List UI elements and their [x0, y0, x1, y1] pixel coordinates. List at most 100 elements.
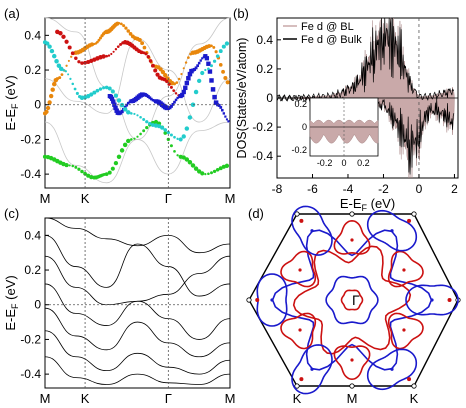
- band-weight-marker: [73, 87, 77, 91]
- band-weight-marker: [64, 39, 69, 44]
- dos-plot-b: 0.4 0.2 0 -0.2 -0.4 -8 -6 -4 -2 0 2 E-EF (eV) DOS(St…: [235, 17, 459, 213]
- legend-label: Fe d @ BL: [301, 21, 354, 33]
- band-weight-marker: [116, 45, 120, 49]
- band-weight-marker: [68, 164, 71, 167]
- band-weight-marker: [153, 123, 159, 128]
- band-weight-marker: [180, 72, 183, 76]
- y-tick-label: 0: [34, 98, 41, 112]
- band-weight-marker: [150, 97, 153, 101]
- band-weight-marker: [58, 30, 63, 36]
- inset-y-tick-label: -0.2: [291, 145, 307, 155]
- band-weight-marker: [225, 80, 230, 85]
- band-weight-marker: [160, 125, 165, 130]
- band-weight-marker: [117, 21, 121, 25]
- band-weight-marker: [128, 32, 133, 36]
- band-line: [44, 356, 231, 385]
- band-weight-marker: [196, 78, 202, 84]
- band-weight-marker: [89, 174, 94, 180]
- band-weight-marker: [119, 42, 123, 46]
- band-weight-marker: [157, 124, 162, 129]
- inset-x-tick-label: 0: [341, 158, 346, 168]
- band-weight-marker: [71, 82, 75, 86]
- band-weight-marker: [168, 106, 172, 110]
- band-weight-marker: [145, 93, 149, 97]
- band-weight-marker: [196, 64, 199, 67]
- band-weight-marker: [181, 134, 186, 139]
- band-weight-marker: [145, 120, 149, 124]
- band-weight-marker: [218, 166, 223, 171]
- band-weight-marker: [193, 67, 197, 71]
- fermi-dot-blue: [390, 367, 394, 371]
- x-tick-label: M: [225, 391, 236, 406]
- band-weight-marker: [172, 89, 176, 92]
- band-weight-marker: [184, 126, 190, 131]
- corner-red-dot: [299, 377, 304, 382]
- band-weight-marker: [224, 163, 230, 168]
- band-weight-marker: [191, 68, 195, 72]
- band-weight-marker: [80, 169, 84, 174]
- band-line: [44, 217, 231, 254]
- x-tick-label: M: [225, 191, 236, 206]
- fermi-dot-red: [298, 268, 302, 272]
- band-weight-marker: [110, 166, 115, 171]
- band-weight-marker: [89, 92, 94, 97]
- y-tick-label: -0.2: [20, 332, 41, 346]
- band-weight-marker: [173, 135, 176, 139]
- band-weight-marker: [119, 102, 125, 108]
- band-weight-marker: [47, 44, 52, 49]
- band-weight-marker: [67, 59, 70, 62]
- band-weight-marker: [148, 121, 152, 126]
- band-weight-marker: [137, 37, 142, 43]
- inset-x-tick-label: -0.2: [317, 158, 333, 168]
- band-weight-marker: [89, 42, 95, 47]
- band-weight-marker: [223, 75, 228, 80]
- band-weight-marker: [171, 102, 175, 106]
- band-weight-marker: [67, 45, 72, 50]
- band-weight-marker: [146, 95, 150, 99]
- fermi-pocket-blue: [291, 205, 333, 256]
- y-tick-label: 0.4: [24, 28, 41, 42]
- band-weight-marker: [173, 100, 176, 104]
- band-weight-marker: [207, 67, 210, 71]
- band-weight-marker: [206, 61, 211, 66]
- band-weight-marker: [101, 54, 106, 59]
- band-weight-marker: [116, 154, 122, 159]
- band-weight-marker: [224, 115, 227, 118]
- band-weight-marker: [69, 77, 72, 80]
- band-weight-marker: [180, 92, 185, 98]
- band-weight-marker: [173, 82, 176, 86]
- x-tick-label: M: [40, 191, 51, 206]
- plot-frame-a: [44, 17, 231, 189]
- fermi-dot-red: [402, 328, 406, 332]
- band-weight-marker: [142, 45, 147, 50]
- band-weight-marker: [150, 63, 155, 68]
- band-weight-marker: [48, 93, 54, 99]
- band-weight-marker: [130, 138, 133, 141]
- band-weight-marker: [151, 98, 155, 102]
- x-tick-label: Γ: [165, 391, 172, 406]
- band-weight-marker: [116, 98, 122, 103]
- y-tick-label: 0.2: [24, 63, 41, 77]
- band-weight-marker: [60, 73, 64, 77]
- band-weight-marker: [212, 94, 217, 100]
- band-weight-marker: [54, 59, 59, 64]
- band-weight-marker: [140, 41, 145, 46]
- y-axis-label: DOS(States/eV/atom): [235, 38, 249, 159]
- band-weight-marker: [183, 85, 188, 91]
- band-weight-marker: [163, 131, 168, 135]
- band-weight-marker: [142, 118, 146, 121]
- y-label-text: DOS(States/eV/atom): [235, 38, 249, 159]
- band-weight-marker: [124, 26, 128, 30]
- band-weight-marker: [210, 64, 213, 68]
- band-structure-c: 0.4 0.2 0 -0.2 -0.4 M K Γ M E-EF (eV): [3, 217, 236, 406]
- band-weight-marker: [119, 22, 123, 26]
- x-tick-label: 0: [416, 182, 423, 196]
- band-weight-marker: [224, 41, 230, 46]
- band-weight-marker: [133, 137, 136, 140]
- band-weight-marker: [212, 169, 217, 174]
- band-weight-marker: [107, 86, 112, 91]
- band-weight-marker: [176, 96, 179, 100]
- band-weight-marker: [96, 40, 99, 44]
- band-weight-marker: [97, 38, 101, 42]
- x-tick-label: Γ: [165, 191, 172, 206]
